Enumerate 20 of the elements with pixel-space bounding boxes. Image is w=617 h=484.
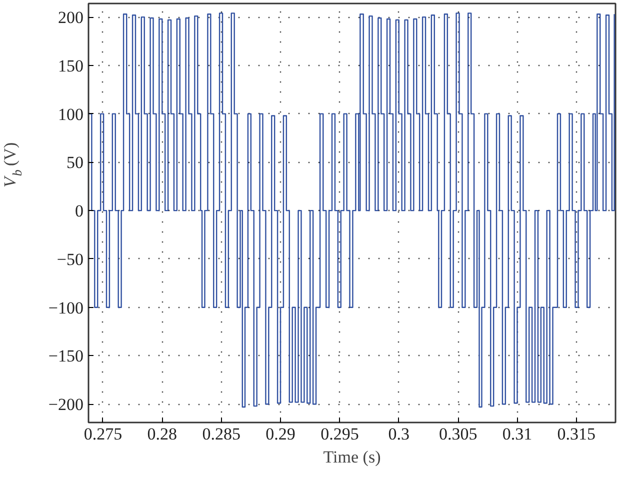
y-tick-label: −200: [48, 395, 84, 414]
y-tick-label: 50: [66, 153, 84, 172]
y-axis-title: Vb (V): [0, 142, 24, 188]
y-tick-label: 150: [58, 56, 84, 76]
x-axis-title: Time (s): [323, 448, 381, 466]
x-tick-label: 0.29: [266, 424, 296, 444]
x-tick-label: 0.3: [388, 424, 410, 444]
x-tick-label: 0.285: [202, 424, 240, 444]
x-tick-label: 0.295: [320, 424, 359, 444]
y-tick-label: 100: [58, 104, 84, 124]
x-tick-label: 0.28: [147, 424, 178, 444]
x-tick-label: 0.31: [502, 424, 532, 444]
y-tick-label: 0: [75, 202, 84, 221]
y-tick-label: 200: [58, 8, 84, 28]
x-tick-label: 0.315: [557, 424, 596, 444]
y-tick-label: −150: [48, 346, 84, 366]
x-tick-label: 0.305: [438, 424, 478, 444]
y-tick-label: −100: [48, 298, 84, 318]
y-tick-label: −50: [56, 250, 84, 269]
x-tick-label: 0.275: [84, 424, 122, 444]
